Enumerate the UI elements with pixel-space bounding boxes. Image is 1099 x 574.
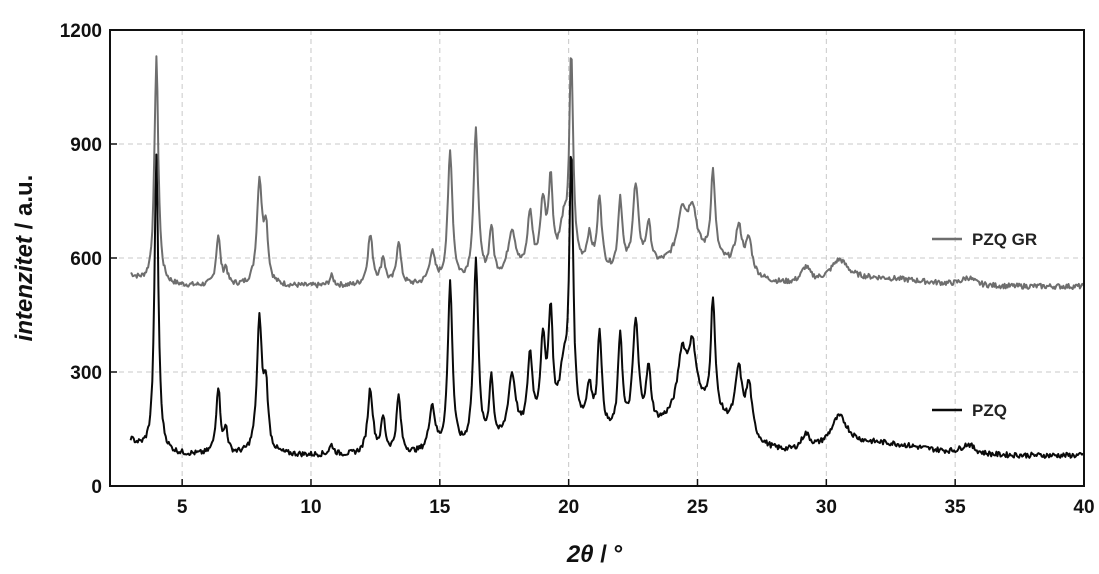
y-axis-title-main: intenzitet bbox=[11, 235, 38, 341]
y-tick-label: 0 bbox=[91, 477, 102, 498]
x-tick-label: 5 bbox=[177, 497, 188, 518]
x-axis-title: 2θ / ° bbox=[566, 541, 623, 568]
series-line bbox=[129, 153, 1085, 459]
x-axis-title-main: 2θ bbox=[566, 541, 594, 568]
legend-label: PZQ GR bbox=[972, 230, 1037, 249]
y-axis-title: intenzitet / a.u. bbox=[11, 175, 38, 342]
x-tick-label: 30 bbox=[816, 497, 837, 518]
legend: PZQ GR PZQ bbox=[932, 230, 1037, 420]
y-axis: 0 300 600 900 1200 bbox=[60, 21, 117, 498]
x-tick-label: 20 bbox=[558, 497, 579, 518]
series-lines bbox=[129, 55, 1085, 459]
y-tick-label: 1200 bbox=[60, 21, 102, 42]
x-tick-label: 10 bbox=[300, 497, 321, 518]
x-tick-label: 40 bbox=[1073, 497, 1094, 518]
x-tick-label: 15 bbox=[429, 497, 451, 518]
x-axis: 5 10 15 20 25 30 35 40 bbox=[177, 479, 1095, 518]
grid-lines bbox=[110, 30, 1084, 486]
x-tick-label: 25 bbox=[687, 497, 709, 518]
y-tick-label: 300 bbox=[70, 363, 102, 384]
y-tick-label: 900 bbox=[70, 135, 102, 156]
x-tick-label: 35 bbox=[945, 497, 967, 518]
x-axis-title-unit: / ° bbox=[594, 541, 624, 568]
y-axis-title-unit: / a.u. bbox=[11, 175, 38, 236]
series-line bbox=[130, 55, 1085, 290]
legend-label: PZQ bbox=[972, 401, 1007, 420]
y-tick-label: 600 bbox=[70, 249, 102, 270]
